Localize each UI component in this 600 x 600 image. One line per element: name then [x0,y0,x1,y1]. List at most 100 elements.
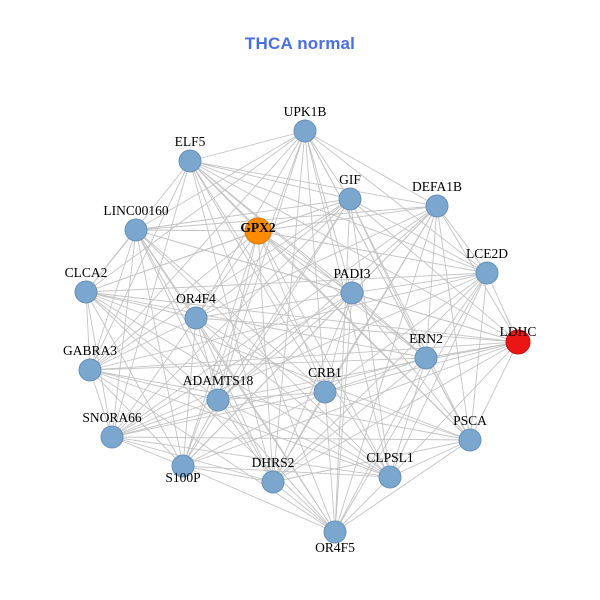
edge [189,160,274,483]
edge [85,291,184,467]
edge [334,357,427,533]
node-padi3 [340,281,364,305]
edge [85,130,306,293]
edge [111,205,438,438]
edge [195,317,336,533]
edge [85,291,519,343]
edge [89,357,427,371]
node-label-padi3: PADI3 [333,266,370,281]
edge [85,229,137,293]
edge [349,198,391,478]
edge [89,341,519,371]
edge [182,341,519,467]
node-label-defa1b: DEFA1B [412,179,462,194]
edge [425,357,471,441]
edge [217,399,336,533]
edge [334,476,391,533]
edge [89,317,197,371]
edge [189,130,306,162]
edge [85,291,91,371]
edge [195,317,326,393]
edge [351,292,427,359]
node-label-crb1: CRB1 [308,365,342,380]
edge [89,369,113,438]
edge [111,391,326,438]
edge [334,272,488,533]
node-label-gif: GIF [339,172,361,187]
edge [195,292,353,319]
node-gpx2 [244,217,272,245]
edge [389,272,488,478]
edge [217,391,326,401]
node-psca [458,428,482,452]
node-lce2d [475,261,499,285]
edge [111,436,184,467]
edge [135,229,326,393]
node-or4f4 [184,306,208,330]
plot-title: THCA normal [244,34,356,53]
edge [349,198,471,441]
edge [389,357,427,478]
node-upk1b [293,119,317,143]
node-label-elf5: ELF5 [175,134,206,149]
edge [257,230,471,441]
edge [195,317,519,343]
edge [195,230,259,319]
edge [135,229,219,401]
edge [189,160,391,478]
edge [217,399,274,483]
edge [349,198,427,359]
edge [257,205,438,232]
node-label-snora66: SNORA66 [82,410,142,425]
edge [111,436,471,441]
node-clca2 [74,280,98,304]
edge [85,230,259,293]
node-label-s100p: S100P [165,470,200,485]
edge [257,230,353,294]
edge [334,292,353,533]
edge [182,465,391,478]
node-ern2 [414,346,438,370]
node-adamts18 [206,388,230,412]
edge [111,160,191,438]
node-label-clca2: CLCA2 [65,265,108,280]
edge [195,317,274,483]
edge [257,230,274,483]
edge [425,205,438,359]
edge [85,291,471,441]
edge [304,130,326,393]
edge [217,130,306,401]
node-label-ldhc: LDHC [500,324,537,339]
edge [89,229,137,371]
node-s100p [171,454,195,478]
edge [135,198,351,231]
node-label-linc00160: LINC00160 [103,203,168,218]
edge [272,439,471,483]
edge [111,198,351,438]
edge [182,465,274,483]
node-ldhc [505,329,531,355]
edge [89,230,259,371]
edge [304,130,438,207]
edge [195,317,219,401]
edge [189,160,427,359]
edge [257,230,488,274]
edge [351,292,519,343]
node-label-gpx2: GPX2 [240,220,275,235]
edge [334,439,471,533]
edge [89,272,488,371]
edge [272,481,336,533]
edge [272,357,427,483]
node-or4f5 [323,520,347,544]
edge [111,317,197,438]
edge [182,465,336,533]
edge [351,272,488,294]
node-elf5 [178,149,202,173]
edge [272,391,326,483]
edge [304,130,353,294]
node-label-dhrs2: DHRS2 [252,455,295,470]
edge [111,399,219,438]
node-label-gabra3: GABRA3 [63,343,117,358]
edge [111,436,274,483]
